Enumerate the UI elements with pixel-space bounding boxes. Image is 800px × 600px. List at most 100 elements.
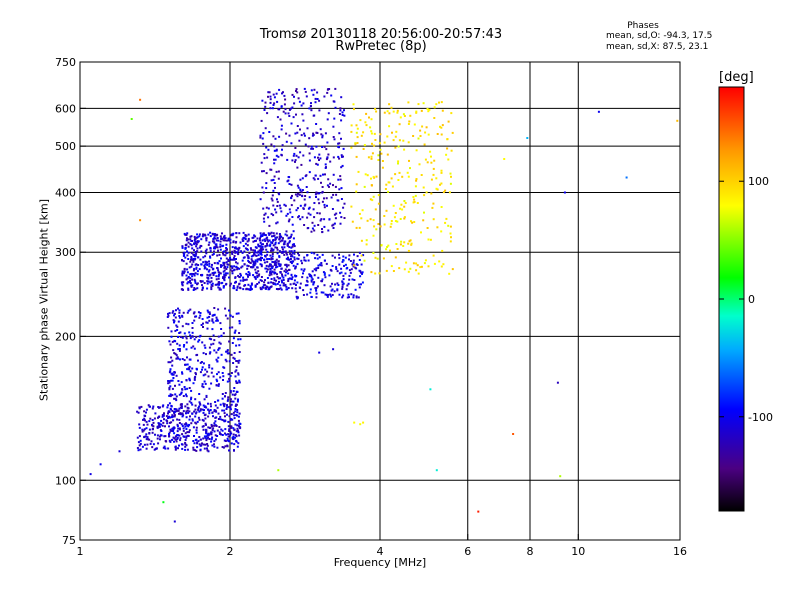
data-point [317,177,320,180]
data-point [448,191,451,194]
data-point [169,385,172,388]
data-point [293,279,296,282]
data-point [193,377,196,380]
data-point [291,93,294,96]
data-point [212,274,215,276]
data-point [353,421,356,424]
data-point [421,125,424,128]
data-point [210,371,213,374]
data-point [321,278,324,281]
data-point [318,99,321,102]
data-point [253,234,256,237]
data-point [436,188,439,191]
data-point [266,253,269,256]
data-point [273,263,276,266]
data-point [216,233,219,236]
data-point [152,421,155,424]
data-point [234,434,237,437]
data-point [312,132,315,135]
data-point [227,425,230,428]
data-point [200,263,203,266]
data-point [246,267,249,270]
data-point [269,98,272,101]
data-point [256,260,259,263]
data-point [195,429,198,432]
data-point [236,411,239,414]
data-point [287,287,290,289]
data-point [333,117,336,120]
data-point [130,118,133,120]
data-point [250,266,253,269]
data-point [192,345,195,348]
data-point [312,134,315,136]
data-point [168,402,171,405]
data-point [290,233,293,236]
data-point [190,256,193,258]
data-point [397,179,400,181]
data-point [178,332,181,334]
data-point [238,247,241,250]
data-point [181,283,184,286]
data-point [238,332,241,334]
data-point [252,254,254,257]
data-point [333,222,336,225]
data-point [247,256,250,259]
data-point [270,143,273,146]
data-point [407,270,410,273]
data-point [178,434,181,437]
data-point [556,381,559,384]
data-point [237,253,240,256]
data-point [422,102,425,105]
data-point [320,264,323,267]
data-point [281,250,284,253]
data-point [235,261,237,264]
data-point [257,270,260,273]
data-point [350,205,353,208]
data-point [170,405,173,408]
data-point [281,281,284,284]
data-point [171,340,174,343]
data-point [253,251,256,254]
data-point [191,263,194,266]
data-point [167,361,170,364]
data-point [191,275,194,278]
data-point [423,211,425,214]
data-point [355,295,358,298]
data-point [206,327,209,330]
data-point [217,335,220,338]
data-point [227,237,230,240]
data-point [175,357,178,360]
data-point [450,236,452,239]
data-point [276,100,279,103]
data-point [354,288,357,291]
data-point [183,267,186,270]
data-point [433,106,436,109]
data-point [186,237,188,240]
data-point [262,248,265,251]
data-point [185,379,188,382]
data-point [310,279,313,282]
data-point [250,282,253,285]
data-point [246,248,249,251]
data-point [279,277,282,280]
data-point [181,259,184,262]
data-point [232,390,235,393]
data-point [297,186,300,189]
data-point [163,412,165,415]
data-point [174,447,177,450]
data-point [196,287,199,290]
data-point [358,251,361,254]
data-point [213,313,216,316]
data-point [301,113,304,116]
data-point [181,447,184,450]
data-point [218,273,220,276]
data-point [166,420,169,423]
data-point [223,366,226,369]
data-point [232,427,235,430]
data-point [201,408,204,411]
data-point [440,133,443,136]
data-point [235,380,238,383]
data-point [232,258,235,261]
data-point [277,262,280,265]
data-point [233,387,236,389]
